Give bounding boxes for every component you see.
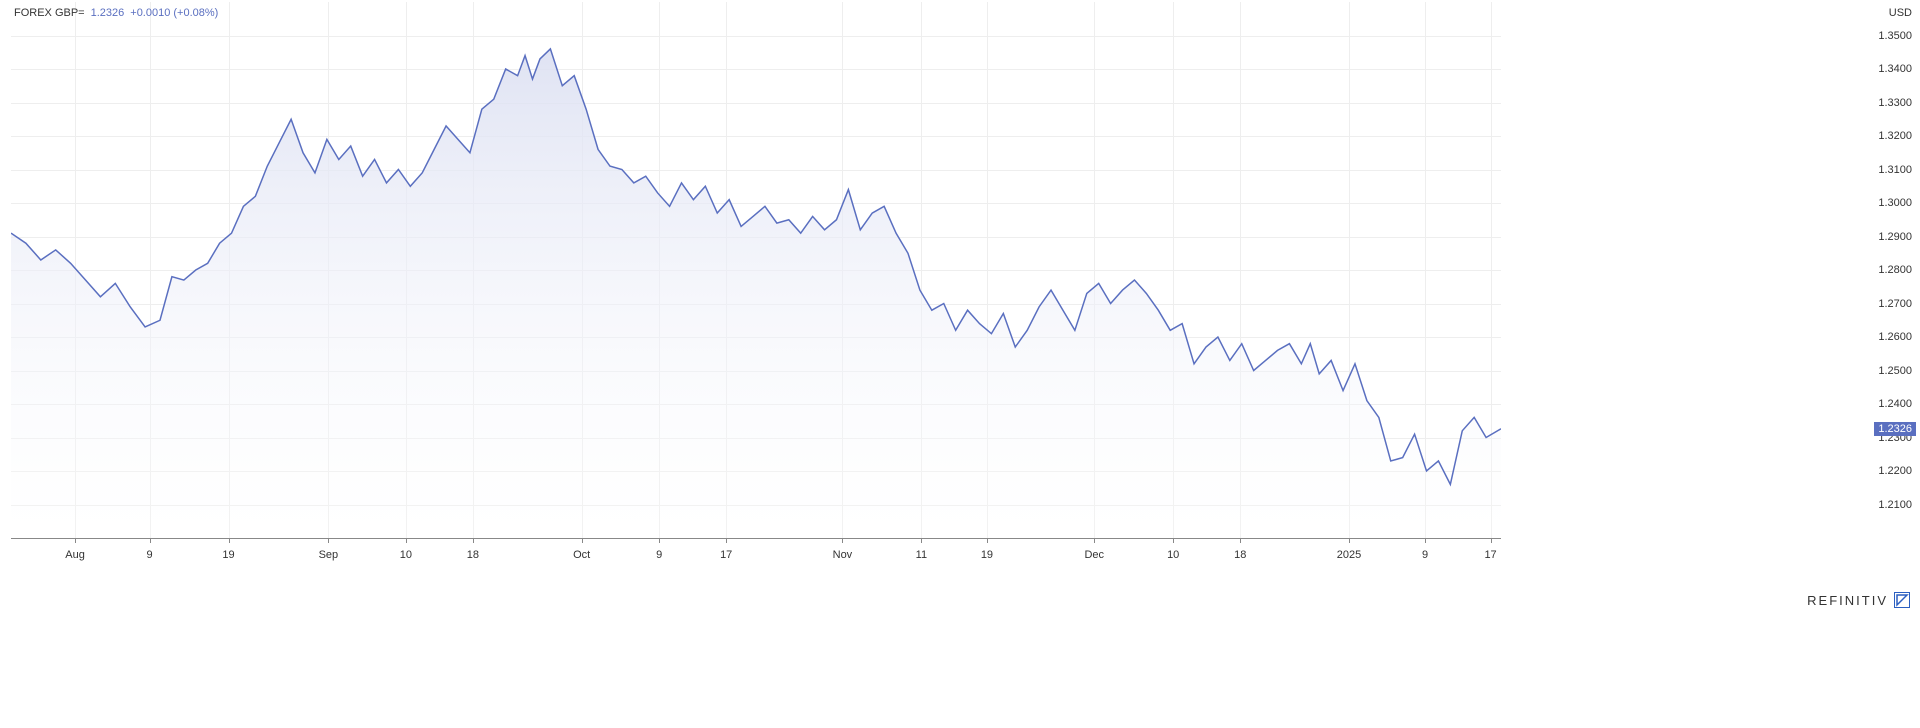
current-price-label: 1.2326 [1874,422,1916,436]
y-tick-label: 1.3200 [1878,130,1912,142]
x-tick-label: 17 [720,549,732,561]
y-tick-label: 1.2700 [1878,298,1912,310]
chart-header: FOREX GBP= 1.2326 +0.0010 (+0.08%) [14,7,218,19]
x-tick-label: 9 [656,549,662,561]
x-tick-label: Sep [319,549,339,561]
x-tick-label: Nov [833,549,853,561]
x-tick-label: 9 [147,549,153,561]
refinitiv-icon [1894,592,1910,608]
symbol-label: FOREX GBP= [14,7,85,19]
y-tick-label: 1.3400 [1878,63,1912,75]
x-tick-label: 19 [981,549,993,561]
price-chart [11,2,1501,538]
x-tick-label: Oct [573,549,590,561]
y-tick-label: 1.2900 [1878,231,1912,243]
chart-area [11,49,1501,538]
x-tick-label: 10 [1167,549,1179,561]
x-tick-label: 2025 [1337,549,1361,561]
x-tick-label: 17 [1484,549,1496,561]
y-tick-label: 1.3000 [1878,197,1912,209]
y-tick-label: 1.2100 [1878,499,1912,511]
footer: REFINITIV [1807,592,1910,608]
x-tick-label: 10 [400,549,412,561]
x-tick-label: Dec [1084,549,1104,561]
y-tick-label: 1.3500 [1878,30,1912,42]
y-tick-label: 1.3300 [1878,97,1912,109]
y-tick-label: 1.2800 [1878,264,1912,276]
x-tick-label: Aug [65,549,85,561]
x-tick-label: 11 [916,549,927,561]
x-tick-label: 18 [1234,549,1246,561]
price-value: 1.2326 [91,7,125,19]
y-tick-label: 1.3100 [1878,164,1912,176]
y-tick-label: 1.2200 [1878,465,1912,477]
x-tick-label: 19 [222,549,234,561]
y-tick-label: 1.2400 [1878,398,1912,410]
x-axis-line [11,538,1501,539]
y-tick-label: 1.2500 [1878,365,1912,377]
change-value: +0.0010 (+0.08%) [130,7,218,19]
x-tick-label: 18 [467,549,479,561]
x-tick-label: 9 [1422,549,1428,561]
y-axis-unit: USD [1889,7,1912,19]
y-tick-label: 1.2600 [1878,331,1912,343]
brand-label: REFINITIV [1807,593,1888,608]
